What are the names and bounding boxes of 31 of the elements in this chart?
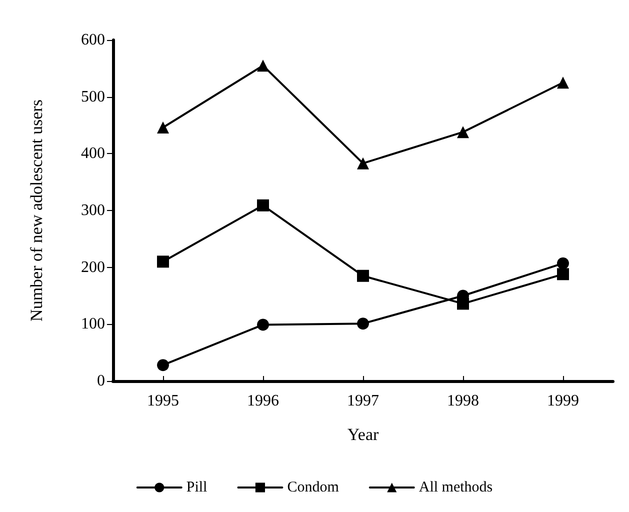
y-tick-label: 300 — [81, 202, 105, 219]
x-tick-label: 1996 — [247, 392, 279, 410]
point — [157, 122, 169, 134]
point — [157, 256, 169, 268]
point — [557, 76, 569, 89]
legend-label: Condom — [287, 480, 340, 496]
legend-label: Pill — [186, 480, 208, 496]
x-tick-label: 1999 — [547, 392, 579, 410]
point — [357, 318, 369, 330]
point — [557, 257, 569, 270]
x-tick-label: 1997 — [347, 392, 379, 410]
point — [257, 60, 269, 72]
point — [457, 126, 469, 138]
x-tick-label: 1998 — [447, 392, 479, 410]
y-tick-label: 500 — [81, 88, 105, 106]
y-tick-label: 200 — [81, 258, 105, 276]
x-tick-label: 1995 — [147, 392, 179, 410]
y-tick-label: 400 — [81, 145, 105, 162]
x-axis-title: Year — [347, 425, 379, 444]
point — [257, 199, 269, 212]
point — [357, 270, 369, 282]
point — [257, 318, 269, 331]
y-tick-label: 600 — [81, 32, 105, 48]
y-tick-label: 0 — [97, 372, 105, 390]
point — [557, 268, 569, 280]
point — [157, 359, 169, 372]
point — [457, 298, 469, 310]
y-tick-label: 100 — [81, 316, 105, 333]
point — [357, 157, 369, 170]
y-axis-title: Number of new adolescent users — [27, 100, 46, 322]
legend-label: All methods — [418, 480, 493, 496]
